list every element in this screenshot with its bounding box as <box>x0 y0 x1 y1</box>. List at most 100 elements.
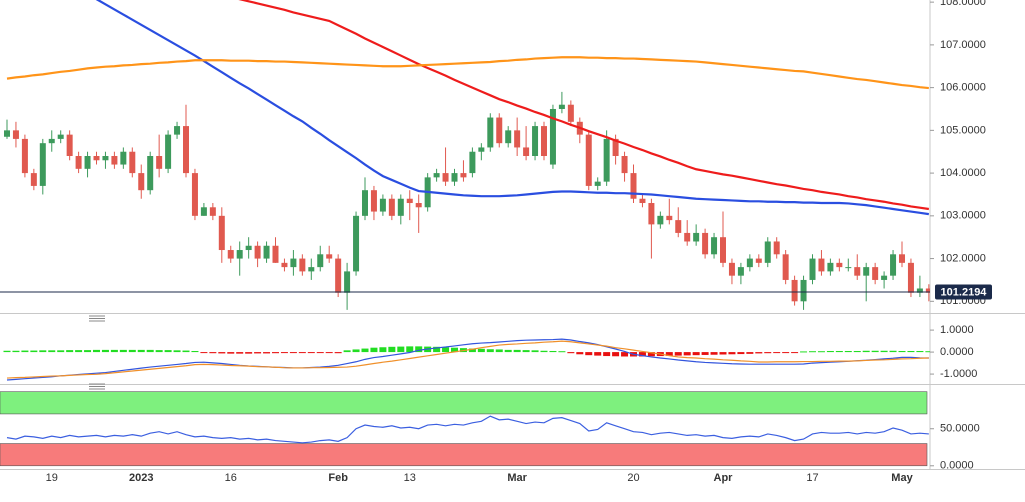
histogram-bar <box>352 349 360 353</box>
candle-body <box>362 190 368 216</box>
histogram-bar <box>200 352 208 354</box>
histogram-bar <box>370 347 378 353</box>
histogram-bar <box>728 352 736 355</box>
histogram-bar <box>93 349 100 353</box>
histogram-bar <box>540 350 548 353</box>
candle-body <box>174 126 181 135</box>
candle-body <box>138 173 145 191</box>
histogram-bar <box>48 350 56 353</box>
candle-body <box>254 245 261 259</box>
candle-body <box>102 156 109 161</box>
candle-body <box>872 267 879 280</box>
histogram-bar <box>576 352 584 355</box>
histogram-bar <box>263 352 271 354</box>
histogram-bar <box>272 352 279 354</box>
histogram-bar <box>119 349 127 353</box>
candle-body <box>863 267 870 276</box>
candle-body <box>567 104 574 122</box>
candle-body <box>66 134 73 156</box>
histogram-bar <box>558 351 566 353</box>
candle-body <box>218 215 225 251</box>
histogram-bar <box>307 352 315 354</box>
histogram-bar <box>495 349 503 353</box>
y-tick-label: 0.0000 <box>940 346 974 358</box>
histogram-bar <box>334 352 342 354</box>
histogram-bar <box>3 350 11 353</box>
histogram-bar <box>173 350 181 353</box>
candle-body <box>30 173 37 186</box>
candle-body <box>791 279 798 302</box>
candle-body <box>881 275 888 280</box>
candle-body <box>93 156 100 161</box>
histogram-bar <box>612 352 620 357</box>
candle-body <box>433 173 440 178</box>
y-tick-label: -1.0000 <box>940 368 977 380</box>
histogram-bar <box>218 352 226 354</box>
y-tick-label: 104.0000 <box>940 167 986 179</box>
candle-body <box>290 258 297 268</box>
macd-panel <box>3 338 930 381</box>
histogram-bar <box>531 350 539 353</box>
histogram-bar <box>379 347 387 353</box>
histogram-bar <box>782 352 790 354</box>
candle-body <box>415 203 422 208</box>
indicator-line <box>95 0 930 216</box>
x-tick-label: 2023 <box>129 472 153 484</box>
candle-body <box>48 138 55 144</box>
candle-body <box>326 254 333 259</box>
indicator-line <box>6 338 929 381</box>
histogram-bar <box>719 352 727 355</box>
histogram-bar <box>925 351 930 353</box>
x-tick-label: 19 <box>46 472 58 484</box>
candle-body <box>657 215 664 225</box>
x-tick-label: Mar <box>507 472 527 484</box>
histogram-bar <box>289 352 297 354</box>
candle-body <box>720 237 726 263</box>
histogram-bar <box>128 349 136 353</box>
candle-body <box>702 232 709 255</box>
histogram-bar <box>809 351 816 353</box>
y-tick-label: 102.0000 <box>940 252 986 264</box>
candle-body <box>209 207 216 216</box>
candle-body <box>120 151 127 165</box>
histogram-bar <box>800 351 808 353</box>
histogram-bar <box>835 350 843 353</box>
histogram-bar <box>191 350 199 353</box>
indicator-line <box>6 415 929 444</box>
candle-body <box>353 215 360 272</box>
candle-body <box>818 258 825 272</box>
candle-body <box>925 288 930 293</box>
candle-body <box>621 156 628 174</box>
drag-handle[interactable] <box>89 383 105 390</box>
histogram-bar <box>916 350 924 353</box>
histogram-bar <box>280 352 288 354</box>
histogram-bar <box>137 349 145 353</box>
candle-body <box>165 134 172 169</box>
candle-body <box>612 138 619 156</box>
candle-body <box>675 220 682 233</box>
x-tick-label: May <box>891 472 913 484</box>
histogram-bar <box>764 352 772 354</box>
histogram-bar <box>343 350 351 353</box>
histogram-bar <box>298 352 306 354</box>
histogram-bar <box>388 346 396 353</box>
candle-body <box>585 134 592 186</box>
y-tick-label: 0.0000 <box>940 460 974 472</box>
candle-body <box>21 138 28 174</box>
candle-body <box>370 190 377 212</box>
histogram-bar <box>21 350 29 353</box>
histogram-bar <box>594 352 602 356</box>
histogram-bar <box>30 350 38 353</box>
candle-body <box>308 267 315 272</box>
candle-body <box>648 203 655 225</box>
drag-handle[interactable] <box>89 315 105 322</box>
candle-body <box>666 215 673 221</box>
candle-body <box>639 198 646 204</box>
histogram-bar <box>12 350 20 353</box>
candle-body <box>478 147 485 152</box>
candle-body <box>129 151 136 174</box>
candle-body <box>541 126 547 156</box>
rsi-panel <box>0 391 929 467</box>
histogram-bar <box>773 352 781 354</box>
